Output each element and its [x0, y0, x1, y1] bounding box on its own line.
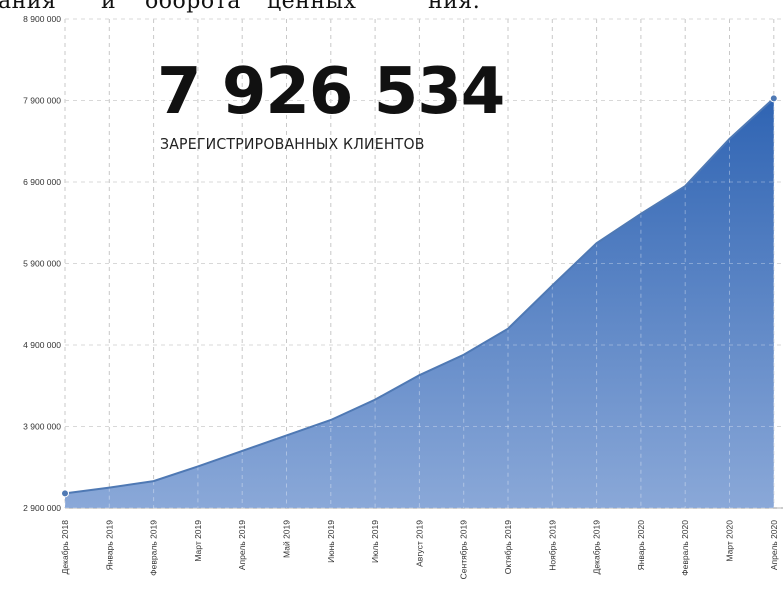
- heading-fragment: ния.: [428, 0, 481, 14]
- y-tick-label: 2 900 000: [23, 503, 61, 513]
- x-tick-label: Август 2019: [414, 520, 424, 567]
- x-tick-label: Январь 2020: [636, 520, 646, 571]
- y-tick-label: 5 900 000: [23, 259, 61, 269]
- x-tick-label: Январь 2019: [104, 520, 114, 571]
- area-fill: [65, 98, 774, 509]
- y-tick-label: 3 900 000: [23, 422, 61, 432]
- x-tick-label: Февраль 2019: [149, 520, 159, 576]
- x-tick-label: Февраль 2020: [680, 520, 690, 576]
- y-tick-label: 6 900 000: [23, 177, 61, 187]
- grid-over-area: [64, 18, 783, 509]
- series-line: [64, 97, 775, 495]
- x-tick-label: Апрель 2020: [769, 520, 779, 570]
- x-tick-label: Июнь 2019: [326, 520, 336, 563]
- points: [61, 94, 778, 498]
- x-tick-label: Март 2020: [725, 520, 735, 562]
- data-point: [769, 94, 778, 103]
- data-point: [61, 489, 69, 498]
- client-count: 7 926 534: [157, 55, 505, 129]
- x-tick-label: Октябрь 2019: [503, 520, 513, 574]
- x-tick-label: Май 2019: [282, 520, 292, 558]
- x-tick-label: Декабрь 2018: [60, 520, 70, 575]
- x-tick-label: Декабрь 2019: [592, 520, 602, 575]
- y-tick-label: 7 900 000: [23, 96, 61, 106]
- y-axis-ticks: 2 900 000 3 900 000 4 900 000 5 900 000 6 90…: [23, 14, 61, 513]
- x-tick-label: Сентябрь 2019: [459, 520, 469, 580]
- x-tick-label: Июль 2019: [370, 520, 380, 563]
- heading-fragment: и: [101, 0, 117, 14]
- heading-fragment: оборота: [145, 0, 241, 14]
- heading-fragment: ания: [0, 0, 57, 14]
- x-tick-label: Март 2019: [193, 520, 203, 562]
- client-count-caption: ЗАРЕГИСТРИРОВАННЫХ КЛИЕНТОВ: [160, 135, 425, 153]
- x-tick-label: Ноябрь 2019: [547, 520, 557, 571]
- x-axis-ticks: Декабрь 2018 Январь 2019 Февраль 2019 Март …: [60, 520, 779, 580]
- x-tick-label: Апрель 2019: [237, 520, 247, 570]
- heading-fragment: ценных: [267, 0, 357, 14]
- y-tick-label: 8 900 000: [23, 14, 61, 24]
- y-tick-label: 4 900 000: [23, 340, 61, 350]
